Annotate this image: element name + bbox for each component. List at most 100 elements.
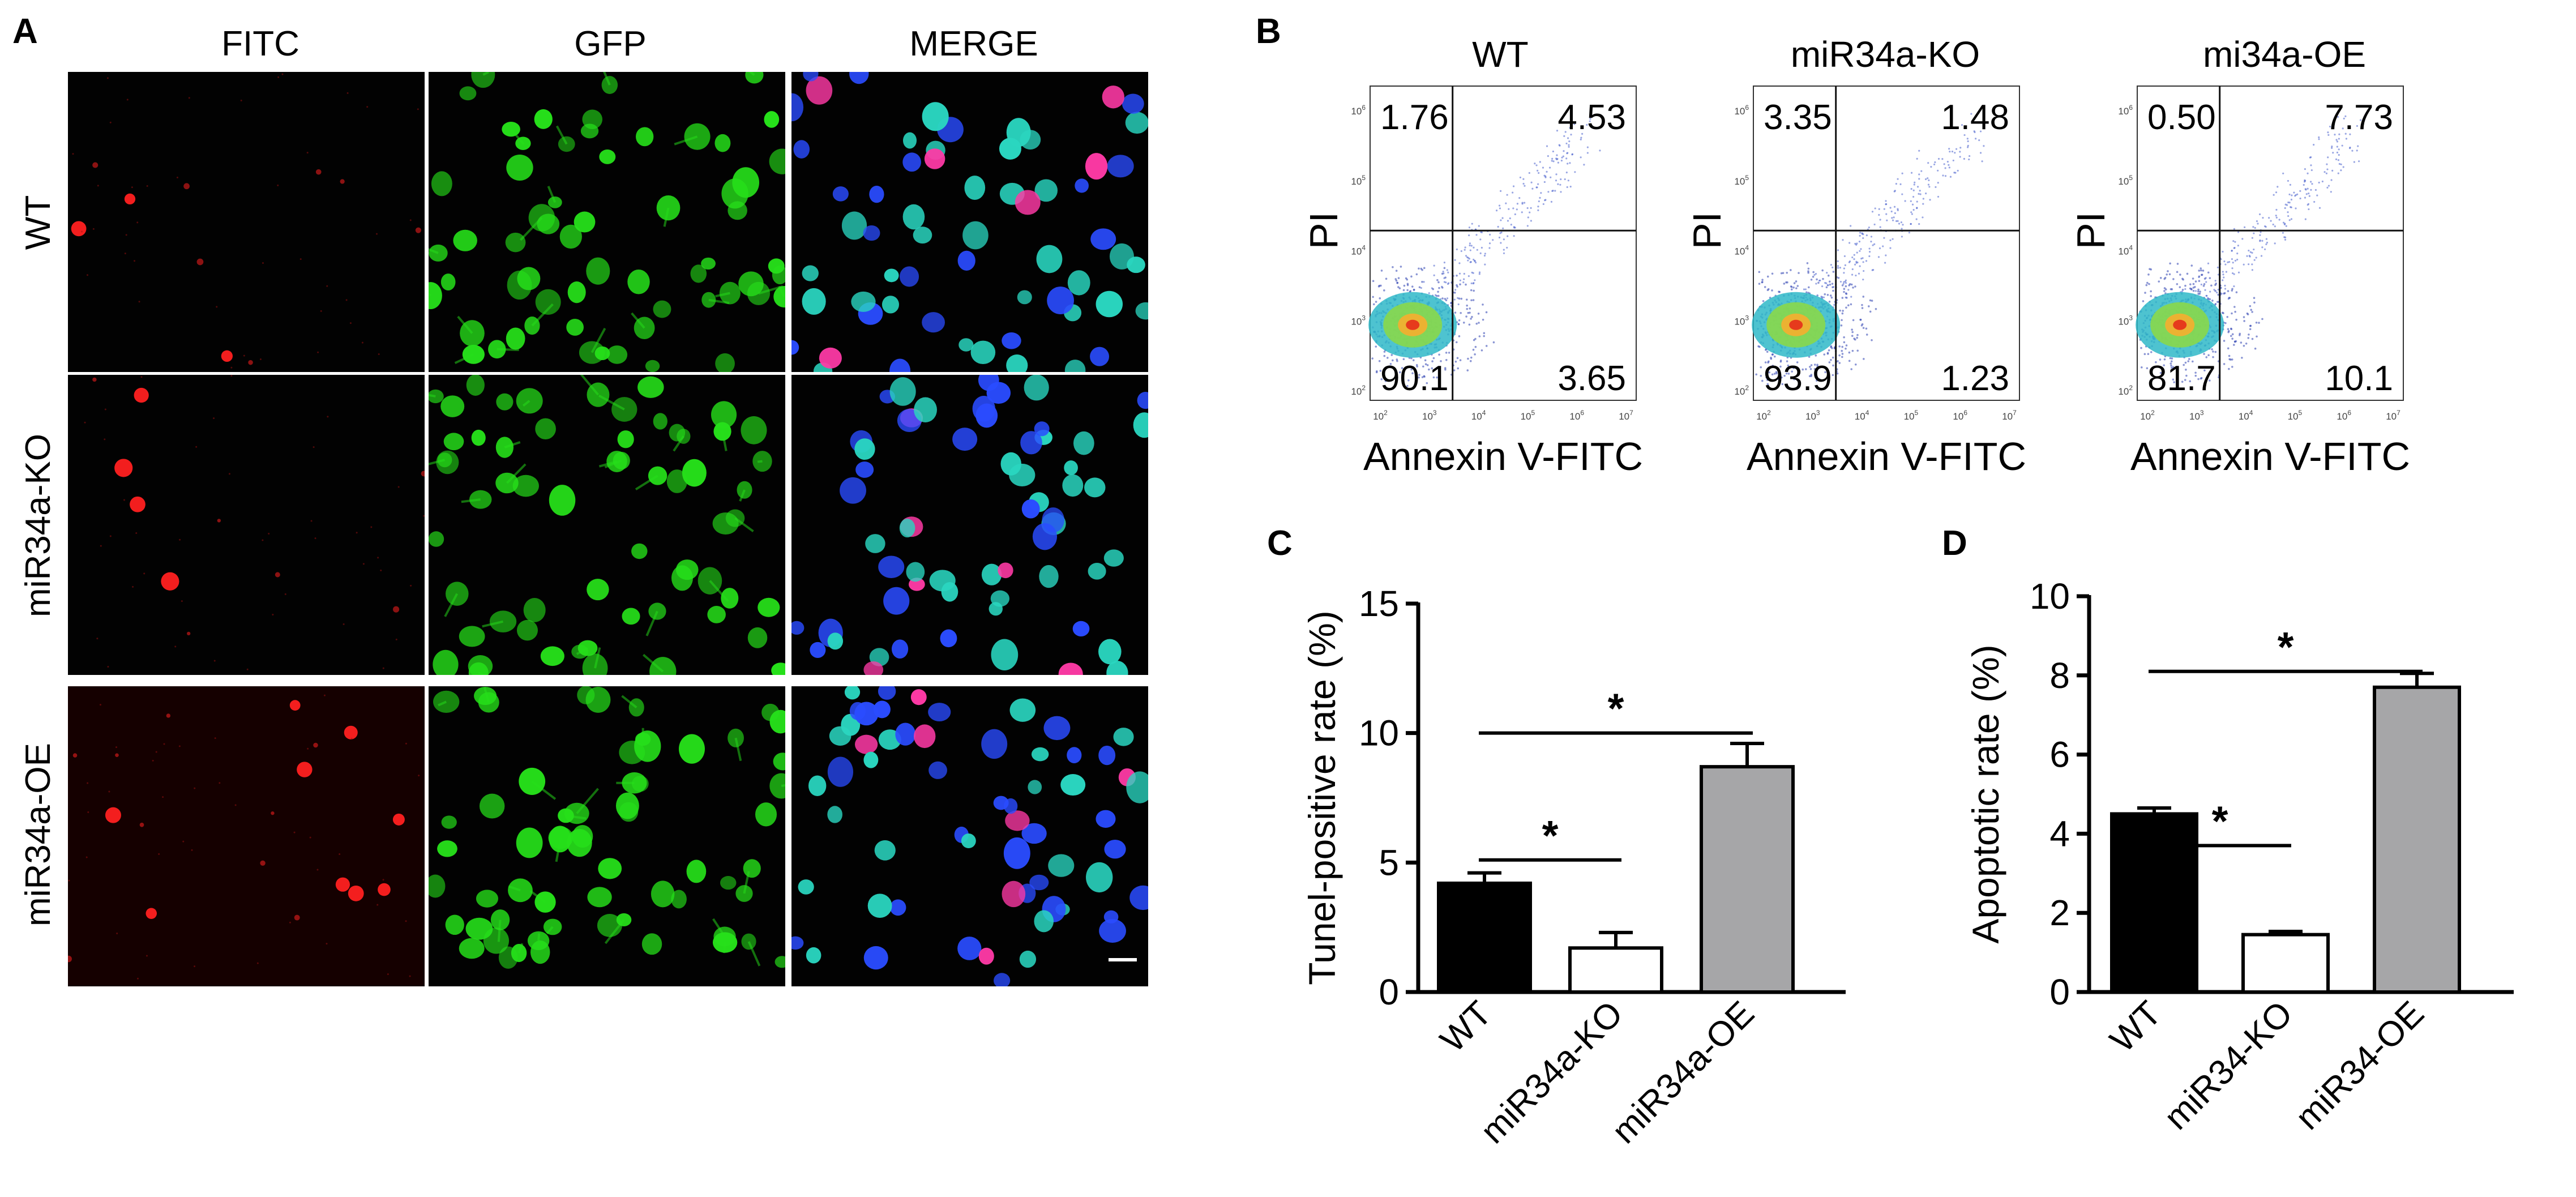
- quadrant-upper-right-value: 7.73: [2325, 98, 2393, 137]
- x-tick-label-mir34a-ko: miR34a-KO: [1473, 994, 1631, 1151]
- panel-a-col-header-fitc: FITC: [221, 24, 299, 63]
- flow-scatter-points: [2136, 115, 2362, 383]
- x-tick-label: 102: [2140, 409, 2155, 422]
- flow-xlabel: Annexin V-FITC: [1747, 434, 2026, 478]
- micrograph-wt-gfp: [429, 72, 785, 372]
- y-tick-label: 104: [1734, 244, 1749, 257]
- y-tick-label: 105: [1734, 174, 1749, 187]
- x-tick-label-mir34-oe: miR34-OE: [2288, 994, 2431, 1137]
- quadrant-lower-left-value: 90.1: [1380, 359, 1449, 398]
- quadrant-lower-left-value: 81.7: [2147, 359, 2216, 398]
- quadrant-lower-left-value: 93.9: [1764, 359, 1832, 398]
- y-tick-label: 8: [2049, 655, 2070, 696]
- x-tick-label: 105: [2288, 409, 2303, 422]
- micrograph-wt-fitc: [68, 72, 425, 372]
- flow-plot-title: miR34a-KO: [1791, 34, 1980, 75]
- x-tick-label: 107: [2386, 409, 2400, 422]
- panel-a-letter: A: [12, 12, 38, 51]
- flow-scatter-points: [1368, 118, 1601, 387]
- flow-ylabel: PI: [1685, 212, 1729, 249]
- x-tick-label-mir34a-oe: miR34a-OE: [1604, 994, 1762, 1151]
- quadrant-upper-right-value: 4.53: [1557, 98, 1626, 137]
- flow-plots: WT 1.76 4.53 90.1 3.65 102 103 104 105 106 107 102 1…: [1302, 34, 2410, 478]
- y-axis-label: Tunel-positive rate (%): [1301, 610, 1343, 985]
- micrograph-oe-merge: [791, 686, 1148, 986]
- y-tick-label: 102: [1351, 384, 1366, 397]
- panel-b-letter: B: [1256, 12, 1281, 51]
- micrograph-ko-fitc: [68, 375, 425, 675]
- y-tick-label: 103: [2118, 314, 2133, 327]
- quadrant-lower-right-value: 3.65: [1557, 359, 1626, 398]
- y-tick-label: 0: [1379, 972, 1399, 1012]
- x-tick-label: 106: [1953, 409, 1967, 422]
- x-tick-label: 105: [1904, 409, 1919, 422]
- x-tick-label-wt: WT: [1433, 994, 1499, 1060]
- x-tick-label: 106: [2337, 409, 2351, 422]
- y-tick-label: 15: [1359, 583, 1399, 624]
- flow-xlabel: Annexin V-FITC: [1363, 434, 1643, 478]
- bar-chart-c: 0 5 10 15 Tunel-positive rate (%) WTmiR34a-KO…: [1301, 583, 1846, 1151]
- quadrant-lower-right-value: 1.23: [1941, 359, 2009, 398]
- y-tick-label: 104: [2118, 244, 2133, 257]
- x-tick-label: 107: [1619, 409, 1633, 422]
- significance-star-1: *: [1542, 812, 1559, 859]
- bar-mir34-ko: [2241, 933, 2330, 994]
- bar-wt: [1437, 881, 1532, 994]
- flow-ylabel: PI: [2069, 212, 2113, 249]
- x-tick-label-wt: WT: [2103, 994, 2169, 1060]
- y-tick-label: 106: [1734, 104, 1749, 117]
- flow-plot-title: mi34a-OE: [2203, 34, 2366, 75]
- x-tick-label: 102: [1373, 409, 1388, 422]
- x-tick-label: 106: [1569, 409, 1584, 422]
- y-tick-label: 105: [2118, 174, 2133, 187]
- y-tick-label: 106: [1351, 104, 1366, 117]
- x-tick-label: 103: [1422, 409, 1437, 422]
- panel-d-letter: D: [1942, 524, 1967, 563]
- quadrant-upper-left-value: 1.76: [1380, 98, 1449, 137]
- panel-a-col-header-merge: MERGE: [909, 24, 1038, 63]
- micrograph-oe-gfp: [429, 686, 785, 986]
- y-tick-label: 10: [2030, 576, 2070, 617]
- y-tick-label: 104: [1351, 244, 1366, 257]
- x-tick-label: 104: [1471, 409, 1486, 422]
- significance-star-2: *: [1608, 685, 1624, 732]
- panel-a-row-label-ko: miR34a-KO: [19, 434, 58, 617]
- micrograph-wt-merge: [791, 72, 1148, 372]
- quadrant-upper-left-value: 0.50: [2147, 98, 2216, 137]
- quadrant-upper-right-value: 1.48: [1941, 98, 2009, 137]
- micrograph-ko-gfp: [429, 375, 785, 675]
- x-tick-label: 104: [1855, 409, 1869, 422]
- micrograph-grid: [68, 72, 1148, 986]
- y-tick-label: 4: [2049, 813, 2070, 854]
- flow-plot-title: WT: [1472, 34, 1529, 75]
- x-tick-label: 105: [1521, 409, 1535, 422]
- flow-plot-ko: miR34a-KO 3.35 1.48 93.9 1.23 102 103 104 105 106…: [1685, 34, 2026, 478]
- y-tick-label: 2: [2049, 892, 2070, 933]
- x-tick-label: 104: [2239, 409, 2253, 422]
- y-tick-label: 102: [1734, 384, 1749, 397]
- y-tick-label: 102: [2118, 384, 2133, 397]
- significance-star-1: *: [2212, 797, 2228, 844]
- x-tick-label: 102: [1756, 409, 1771, 422]
- micrograph-oe-fitc: [68, 686, 425, 986]
- x-tick-label: 103: [1805, 409, 1820, 422]
- flow-ylabel: PI: [1302, 212, 1346, 249]
- y-tick-label: 10: [1359, 713, 1399, 754]
- quadrant-lower-right-value: 10.1: [2325, 359, 2393, 398]
- y-tick-label: 5: [1379, 842, 1399, 883]
- x-tick-label: 103: [2189, 409, 2204, 422]
- flow-plot-wt: WT 1.76 4.53 90.1 3.65 102 103 104 105 106 107 102 1…: [1302, 34, 1643, 478]
- panel-a-row-label-oe: miR34a-OE: [19, 743, 58, 926]
- y-tick-label: 103: [1351, 314, 1366, 327]
- panel-a-row-label-wt: WT: [19, 195, 58, 250]
- panel-a-col-header-gfp: GFP: [574, 24, 646, 63]
- flow-plot-oe: mi34a-OE 0.50 7.73 81.7 10.1 102 103 104 105 106 1…: [2069, 34, 2410, 478]
- y-tick-label: 0: [2049, 972, 2070, 1012]
- x-tick-label-mir34-ko: miR34-KO: [2156, 994, 2300, 1137]
- bar-mir34a-oe: [1700, 765, 1795, 994]
- x-tick-label: 107: [2002, 409, 2017, 422]
- micrograph-ko-merge: [791, 375, 1148, 675]
- y-tick-label: 6: [2049, 734, 2070, 775]
- flow-scatter-points: [1752, 113, 1985, 386]
- y-tick-label: 106: [2118, 104, 2133, 117]
